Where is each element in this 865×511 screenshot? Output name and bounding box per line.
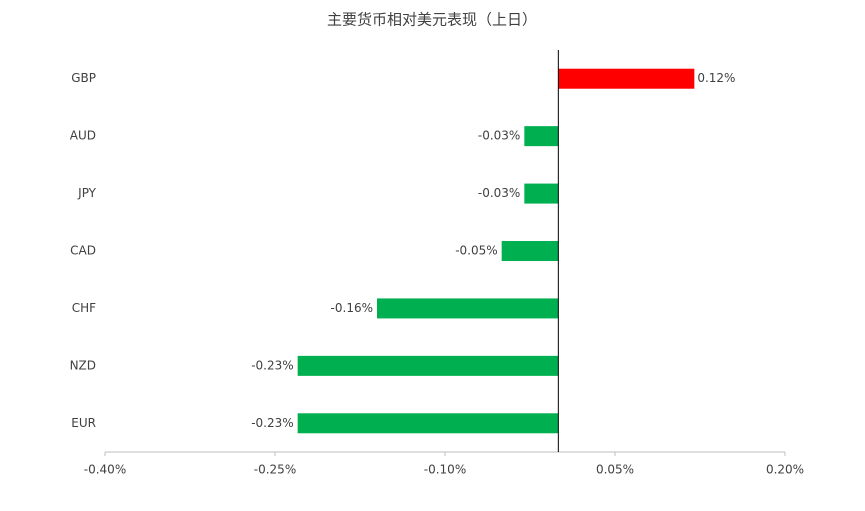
y-tick-label: AUD	[70, 129, 96, 143]
y-tick-label: CAD	[70, 244, 96, 258]
y-tick-label: JPY	[77, 186, 97, 200]
bar	[297, 355, 559, 376]
data-label: -0.23%	[251, 358, 293, 372]
y-tick-label: GBP	[71, 71, 96, 85]
data-label: -0.16%	[331, 301, 373, 315]
x-tick-label: -0.40%	[84, 463, 126, 477]
bar	[501, 241, 559, 261]
x-tick-label: 0.05%	[596, 463, 634, 477]
bar	[297, 413, 559, 434]
y-tick-label: NZD	[70, 358, 96, 372]
chart-title: 主要货币相对美元表现（上日）	[327, 11, 537, 29]
bar	[558, 68, 695, 89]
y-tick-label: EUR	[71, 416, 96, 430]
bar	[524, 183, 559, 204]
x-tick-label: -0.25%	[254, 463, 296, 477]
bar	[377, 298, 559, 319]
data-label: -0.23%	[251, 416, 293, 430]
data-label: 0.12%	[697, 71, 735, 85]
data-label: -0.05%	[455, 244, 497, 258]
bar	[524, 126, 559, 147]
y-tick-label: CHF	[72, 301, 96, 315]
data-label: -0.03%	[478, 129, 520, 143]
x-tick-label: -0.10%	[424, 463, 466, 477]
x-tick-label: 0.20%	[766, 463, 804, 477]
data-label: -0.03%	[478, 186, 520, 200]
